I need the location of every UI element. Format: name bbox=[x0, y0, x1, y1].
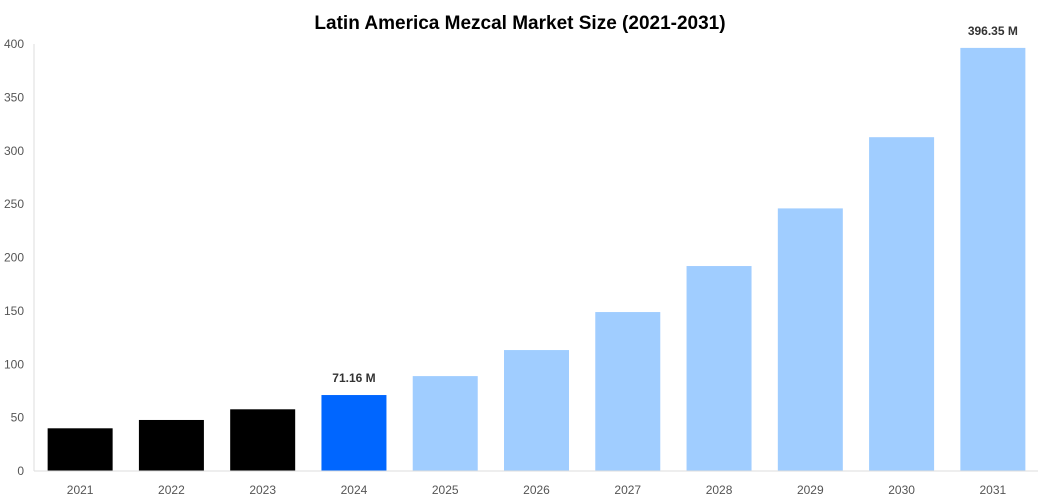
x-tick-label: 2024 bbox=[341, 483, 368, 497]
bar-2028 bbox=[686, 266, 752, 471]
x-tick-label: 2026 bbox=[523, 483, 550, 497]
y-tick-label: 150 bbox=[4, 304, 24, 318]
x-tick-label: 2022 bbox=[158, 483, 185, 497]
x-axis: 2021 2022 2023 2024 2025 2026 2027 2028 2029 2030… bbox=[34, 470, 1038, 497]
y-tick-label: 350 bbox=[4, 90, 24, 104]
y-tick-label: 200 bbox=[4, 251, 24, 265]
bars bbox=[47, 47, 1026, 472]
x-tick-label: 2030 bbox=[888, 483, 915, 497]
x-tick-label: 2031 bbox=[980, 483, 1007, 497]
y-tick-label: 0 bbox=[17, 464, 24, 478]
bar-2030 bbox=[869, 137, 935, 471]
bar-2022 bbox=[138, 419, 204, 471]
data-labels: 71.16 M 396.35 M bbox=[332, 24, 1018, 385]
x-tick-label: 2028 bbox=[706, 483, 733, 497]
bar-2023 bbox=[230, 409, 296, 471]
x-tick-label: 2029 bbox=[797, 483, 824, 497]
bar-2031 bbox=[960, 47, 1026, 472]
y-tick-label: 250 bbox=[4, 197, 24, 211]
x-tick-label: 2027 bbox=[614, 483, 641, 497]
x-tick-label: 2021 bbox=[67, 483, 94, 497]
bar-2021 bbox=[47, 428, 113, 471]
chart-title: Latin America Mezcal Market Size (2021-2… bbox=[314, 13, 725, 34]
data-label: 71.16 M bbox=[332, 371, 375, 385]
bar-2029 bbox=[777, 208, 843, 471]
bar-2025 bbox=[412, 376, 478, 471]
y-axis: 0 50 100 150 200 250 300 350 400 bbox=[4, 37, 35, 478]
x-tick-label: 2023 bbox=[249, 483, 276, 497]
y-tick-label: 100 bbox=[4, 357, 24, 371]
bar-2026 bbox=[504, 350, 569, 471]
y-tick-label: 50 bbox=[11, 411, 25, 425]
x-tick-label: 2025 bbox=[432, 483, 459, 497]
y-tick-label: 300 bbox=[4, 144, 24, 158]
bar-2027 bbox=[595, 312, 661, 471]
bar-2024 bbox=[321, 395, 387, 471]
y-tick-label: 400 bbox=[4, 37, 24, 51]
data-label: 396.35 M bbox=[968, 24, 1018, 38]
